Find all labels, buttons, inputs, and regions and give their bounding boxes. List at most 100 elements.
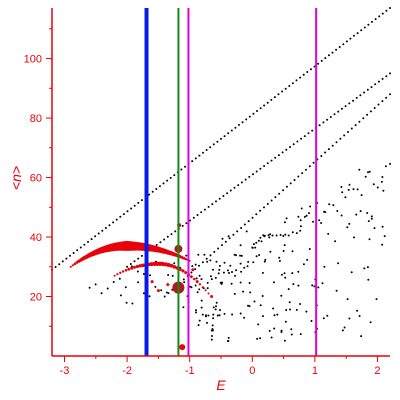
data-point [167, 292, 170, 295]
data-point [162, 182, 165, 185]
data-point [148, 193, 151, 196]
data-point [237, 184, 240, 187]
data-point [335, 141, 338, 144]
data-point [359, 210, 362, 213]
data-point [195, 280, 199, 284]
data-point [195, 277, 198, 280]
data-point [212, 306, 215, 309]
data-point [356, 309, 359, 312]
data-point [218, 314, 221, 317]
data-point [184, 271, 188, 275]
data-point [337, 110, 340, 113]
data-point [76, 249, 79, 252]
data-point [377, 103, 380, 106]
data-point [156, 289, 160, 293]
data-point [347, 131, 349, 133]
data-point [278, 192, 281, 195]
data-point [130, 207, 133, 210]
data-point [313, 285, 316, 288]
data-point [212, 317, 215, 320]
data-point [323, 265, 326, 268]
data-point [239, 312, 242, 315]
data-point [259, 236, 262, 239]
data-point [212, 143, 215, 146]
data-point [149, 274, 151, 277]
data-point [185, 222, 188, 225]
data-point [257, 323, 260, 326]
data-point [270, 199, 273, 202]
data-point [259, 209, 262, 212]
data-point [289, 182, 292, 185]
data-point [350, 127, 353, 130]
data-point [371, 20, 373, 23]
data-point [367, 278, 370, 281]
axes [51, 8, 390, 357]
data-point [267, 234, 270, 237]
data-point [354, 124, 357, 127]
data-point [308, 212, 310, 215]
data-point [227, 339, 230, 342]
data-point [389, 93, 391, 96]
data-point [299, 229, 302, 232]
data-point [331, 144, 334, 147]
data-point [269, 250, 272, 253]
data-point [193, 277, 196, 281]
data-point [205, 257, 208, 260]
data-point [281, 151, 284, 154]
data-point [179, 344, 186, 351]
data-point [297, 284, 300, 287]
y-tick-label: 40 [30, 232, 42, 244]
data-point [341, 191, 344, 194]
data-point [155, 244, 158, 246]
data-point [181, 224, 184, 227]
data-point [191, 268, 195, 272]
data-point [249, 291, 252, 294]
data-point [261, 271, 264, 274]
data-point [192, 216, 195, 219]
data-point [198, 274, 201, 277]
data-point [206, 321, 208, 324]
data-point [367, 171, 369, 174]
data-point [155, 188, 158, 190]
data-point [346, 226, 349, 229]
data-point [266, 203, 269, 205]
data-point [195, 311, 197, 314]
data-point [212, 268, 214, 271]
data-point [173, 262, 176, 265]
data-point [348, 102, 351, 105]
data-point [142, 292, 145, 295]
data-point [255, 255, 258, 258]
data-point [169, 263, 174, 268]
data-point [301, 172, 304, 175]
data-point [227, 132, 230, 135]
data-point [270, 159, 273, 162]
data-point [126, 210, 129, 213]
data-point [235, 254, 237, 257]
data-point [363, 26, 366, 29]
data-point [258, 254, 261, 256]
data-point [214, 276, 217, 279]
data-point [299, 225, 302, 228]
data-point [305, 310, 308, 313]
data-point [341, 329, 344, 332]
data-point [345, 40, 348, 43]
data-point [240, 227, 243, 229]
data-point [290, 333, 293, 336]
data-point [239, 281, 242, 284]
data-point [190, 286, 193, 289]
data-point [299, 219, 302, 222]
data-point [220, 282, 223, 285]
data-point [238, 123, 240, 126]
data-point [233, 186, 236, 189]
data-point [263, 206, 265, 209]
data-point [228, 237, 231, 240]
data-point [289, 308, 291, 311]
data-point [381, 176, 384, 178]
data-point [216, 140, 219, 143]
data-point [284, 320, 287, 323]
data-point [280, 294, 283, 297]
data-point [207, 314, 210, 317]
data-point [287, 234, 290, 237]
data-point [240, 270, 243, 273]
data-point [291, 231, 294, 234]
